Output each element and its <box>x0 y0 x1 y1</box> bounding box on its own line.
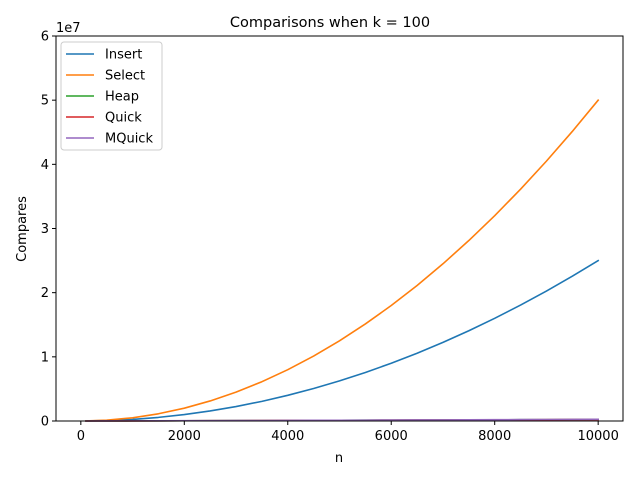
y-tick-label: 3 <box>41 222 49 237</box>
y-tick-label: 6 <box>41 30 49 45</box>
x-tick-label: 2000 <box>168 429 201 444</box>
plot-frame <box>55 35 624 422</box>
y-tick-label: 5 <box>41 94 49 109</box>
y-axis-ticks: 0 1 2 3 4 5 6 <box>41 30 56 430</box>
x-tick-label: 10000 <box>577 429 618 444</box>
y-tick-label: 4 <box>41 158 49 173</box>
x-tick-label: 8000 <box>478 429 511 444</box>
x-tick-label: 0 <box>77 429 85 444</box>
y-axis-label: Compares <box>15 196 30 262</box>
x-tick-label: 4000 <box>271 429 304 444</box>
legend: Insert Select Heap Quick MQuick <box>60 41 163 151</box>
legend-label-quick: Quick <box>105 111 142 126</box>
legend-label-insert: Insert <box>105 48 142 63</box>
y-tick-label: 2 <box>41 286 49 301</box>
y-offset-label: 1e7 <box>56 21 81 36</box>
x-axis-label: n <box>335 451 343 466</box>
chart-title: Comparisons when k = 100 <box>230 15 430 31</box>
plot-lines <box>85 99 600 422</box>
legend-label-mquick: MQuick <box>105 132 153 147</box>
series-line-select <box>85 99 600 422</box>
y-tick-label: 0 <box>41 415 49 430</box>
legend-label-heap: Heap <box>105 90 139 105</box>
legend-label-select: Select <box>105 69 145 84</box>
series-line-insert <box>85 259 600 422</box>
x-tick-label: 6000 <box>375 429 408 444</box>
legend-box <box>60 41 163 151</box>
y-tick-label: 1 <box>41 350 49 365</box>
x-axis-ticks: 0 2000 4000 6000 8000 10000 <box>77 421 619 444</box>
